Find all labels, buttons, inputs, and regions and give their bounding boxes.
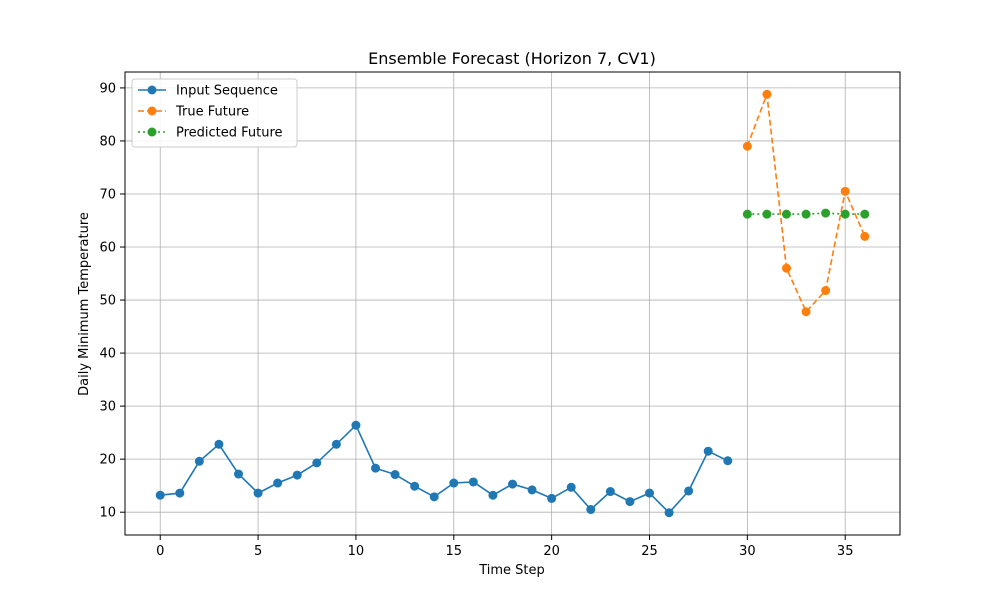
data-point <box>625 497 635 507</box>
data-point <box>723 456 733 466</box>
legend-item: Predicted Future <box>138 126 283 141</box>
x-tick-label: 10 <box>348 544 365 559</box>
x-axis-label: Time Step <box>478 563 545 578</box>
series-true-future <box>742 89 870 317</box>
data-point <box>566 482 576 492</box>
data-point <box>194 456 204 466</box>
data-point <box>762 89 772 99</box>
x-tick-label: 35 <box>837 544 854 559</box>
data-point <box>312 458 322 468</box>
x-tick-label: 30 <box>739 544 756 559</box>
data-point <box>605 487 615 497</box>
y-axis-label: Daily Minimum Temperature <box>77 212 92 396</box>
series-input-sequence <box>155 420 733 518</box>
data-point <box>586 505 596 515</box>
data-point <box>508 479 517 489</box>
y-tick-label: 20 <box>99 453 116 468</box>
data-point <box>449 478 459 488</box>
data-point <box>253 488 263 498</box>
chart-title: Ensemble Forecast (Horizon 7, CV1) <box>368 49 656 68</box>
x-tick-label: 0 <box>156 544 164 559</box>
data-point <box>821 208 831 218</box>
data-point <box>429 492 439 502</box>
legend-marker <box>147 127 157 137</box>
x-tick-label: 5 <box>254 544 262 559</box>
y-tick-label: 30 <box>99 400 116 415</box>
series-predicted-future <box>742 208 870 219</box>
data-point <box>801 209 811 219</box>
grid <box>125 72 900 535</box>
data-point <box>684 486 694 496</box>
y-tick-label: 50 <box>99 294 116 309</box>
data-point <box>781 209 791 219</box>
axis-ticks: 0 5 10 15 20 25 30 35 10 20 30 40 50 60 70 80 90 <box>99 81 853 559</box>
data-point <box>742 209 752 219</box>
data-point <box>840 209 850 219</box>
data-point <box>331 439 341 449</box>
data-point <box>527 485 537 495</box>
data-point <box>292 470 302 480</box>
legend-item: Input Sequence <box>138 84 278 99</box>
legend-marker <box>147 106 157 116</box>
y-tick-label: 90 <box>99 81 116 96</box>
data-point <box>821 286 831 296</box>
data-point <box>234 469 244 479</box>
legend-item: True Future <box>138 105 249 120</box>
data-point <box>644 488 654 498</box>
legend-label: Predicted Future <box>176 126 283 141</box>
data-point <box>762 209 772 219</box>
legend-label: Input Sequence <box>176 84 278 99</box>
y-tick-label: 60 <box>99 241 116 256</box>
data-point <box>781 263 791 273</box>
data-point <box>547 493 557 503</box>
x-tick-label: 25 <box>641 544 658 559</box>
data-point <box>664 508 674 518</box>
legend: Input Sequence True Future Predicted Futur… <box>131 78 298 148</box>
x-tick-label: 15 <box>446 544 463 559</box>
data-point <box>371 463 381 473</box>
data-point <box>742 141 752 151</box>
legend-box <box>131 78 298 148</box>
data-point <box>840 186 850 196</box>
y-tick-label: 70 <box>99 187 116 202</box>
y-tick-label: 80 <box>99 134 116 149</box>
data-point <box>468 477 478 487</box>
data-point <box>410 481 420 491</box>
legend-marker <box>147 85 157 95</box>
data-point <box>351 420 361 430</box>
data-point <box>214 439 224 449</box>
data-point <box>488 490 498 500</box>
data-point <box>175 488 185 498</box>
data-point <box>860 231 870 241</box>
data-point <box>155 490 165 500</box>
data-point <box>703 446 713 456</box>
x-tick-label: 20 <box>543 544 560 559</box>
plot-frame <box>124 71 901 536</box>
data-point <box>860 209 870 219</box>
data-point <box>801 307 811 317</box>
plot-series <box>155 89 870 518</box>
data-point <box>273 478 283 488</box>
data-point <box>390 470 400 480</box>
y-tick-label: 40 <box>99 347 116 362</box>
legend-label: True Future <box>175 105 249 120</box>
y-tick-label: 10 <box>99 506 116 521</box>
